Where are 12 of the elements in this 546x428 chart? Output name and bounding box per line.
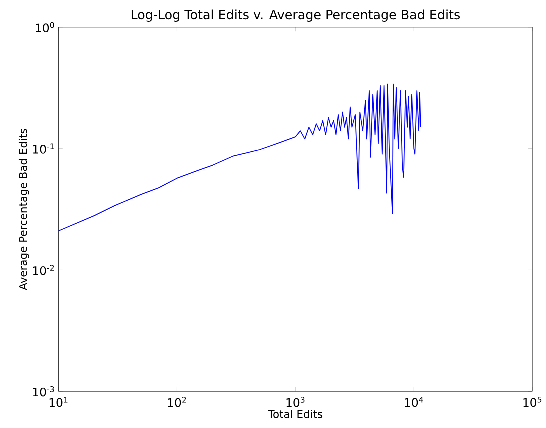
y-tick-label: 10$^{-2}$ [33,265,54,276]
x-axis-title: Total Edits [268,410,323,418]
y-tick-label: 10$^{-3}$ [33,386,54,397]
y-tick-label: 10$^{0}$ [36,22,54,33]
x-tick-label: 10$^{3}$ [286,397,305,408]
y-tick-label: 10$^{-1}$ [33,144,54,154]
x-tick-label: 10$^{4}$ [405,397,424,408]
x-tick-label: 10$^{5}$ [524,397,542,408]
y-axis-title: Average Percentage Bad Edits [18,129,30,290]
x-tick-label: 10$^{1}$ [50,397,68,408]
x-tick-label: 10$^{2}$ [168,397,186,408]
chart-title: Log-Log Total Edits v. Average Percentage Bad Edits [132,10,460,22]
